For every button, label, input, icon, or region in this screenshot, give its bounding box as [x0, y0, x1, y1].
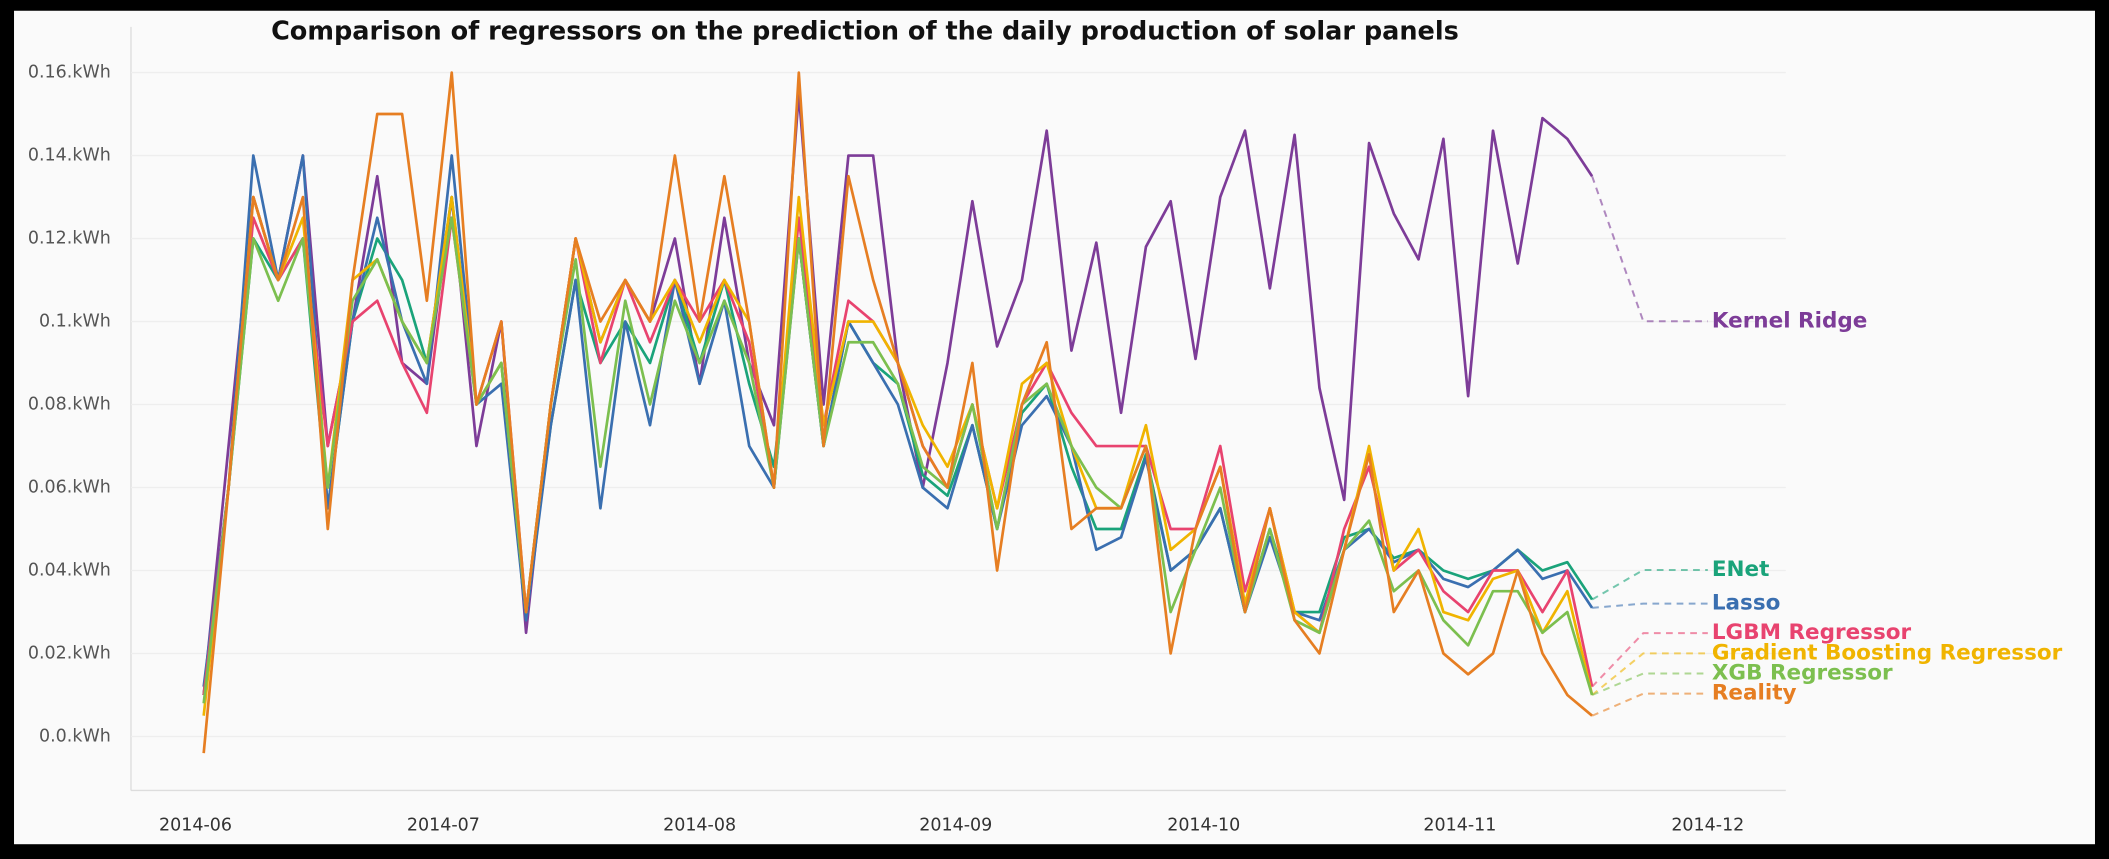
- legend-label: Lasso: [1712, 591, 1781, 616]
- legend-label: Gradient Boosting Regressor: [1712, 640, 2063, 665]
- y-tick-label: 0.0.kWh: [39, 726, 111, 746]
- y-tick-label: 0.16.kWh: [28, 63, 111, 83]
- legend-label: LGBM Regressor: [1712, 620, 1912, 645]
- legend-label: ENet: [1712, 557, 1770, 582]
- y-tick-label: 0.08.kWh: [28, 395, 111, 415]
- x-tick-label: 2014-10: [1167, 815, 1240, 835]
- series-line: [202, 216, 1594, 704]
- x-tick-label: 2014-07: [407, 815, 480, 835]
- legend-label: Reality: [1712, 681, 1797, 706]
- y-tick-label: 0.12.kWh: [28, 229, 111, 249]
- legend-label: Kernel Ridge: [1712, 308, 1867, 333]
- legend-connector: [1591, 632, 1708, 688]
- series-line: [202, 71, 1593, 754]
- y-tick-label: 0.02.kWh: [28, 643, 111, 663]
- y-tick-label: 0.04.kWh: [28, 561, 111, 581]
- y-tick-label: 0.06.kWh: [28, 478, 111, 498]
- y-tick-label: 0.1.kWh: [39, 312, 111, 332]
- chart-title: Comparison of regressors on the predicti…: [271, 16, 1459, 46]
- legend-connector: [1592, 602, 1708, 609]
- x-tick-label: 2014-11: [1423, 815, 1496, 835]
- legend-connector: [1591, 568, 1708, 601]
- legend-connector: [1591, 672, 1708, 696]
- x-tick-label: 2014-12: [1671, 815, 1744, 835]
- legend-connector: [1591, 692, 1708, 717]
- x-tick-label: 2014-06: [159, 815, 232, 835]
- legend-label: XGB Regressor: [1712, 660, 1893, 685]
- y-tick-label: 0.14.kWh: [28, 146, 111, 166]
- legend-connector: [1591, 175, 1708, 323]
- x-tick-label: 2014-08: [663, 815, 736, 835]
- panel: [14, 10, 2095, 845]
- x-tick-label: 2014-09: [919, 815, 992, 835]
- legend-connector: [1591, 652, 1708, 696]
